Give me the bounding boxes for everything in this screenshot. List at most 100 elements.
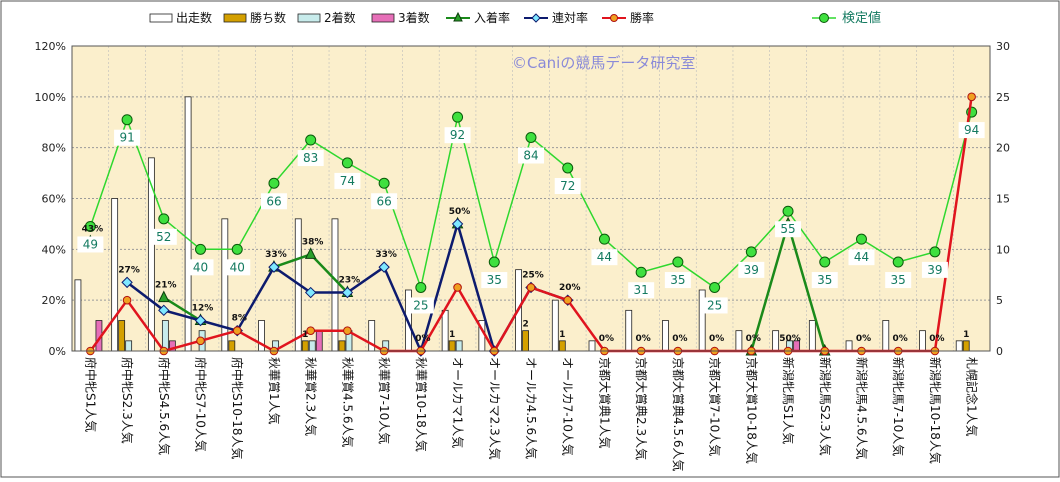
category-label: 新潟牝馬S1人気 (781, 357, 796, 444)
score-label: 55 (780, 222, 795, 236)
legend: 出走数 勝ち数 2着数 3着数 入着率 連対率 勝率 検定値 (149, 10, 881, 26)
bar-出走数 (845, 340, 853, 352)
score-label-bg (701, 297, 728, 314)
left-tick-label: 120% (35, 40, 66, 53)
score-point (635, 266, 647, 278)
score-point (892, 256, 904, 268)
score-label-bg (518, 147, 544, 164)
rate-label: 0% (672, 334, 687, 344)
score-label: 83 (303, 151, 318, 165)
point-勝率 (343, 326, 352, 335)
score-point (709, 281, 721, 293)
score-label-bg (371, 193, 398, 210)
rate-label: 8% (232, 314, 247, 324)
legend-label: 2着数 (324, 10, 356, 25)
legend-swatch (149, 13, 173, 23)
score-label-bg (260, 193, 287, 210)
bar-出走数 (625, 309, 633, 352)
score-label-bg (591, 249, 618, 266)
score-label: 74 (340, 174, 355, 188)
score-label: 35 (817, 273, 832, 287)
score-label: 49 (83, 237, 98, 251)
legend-label: 3着数 (398, 10, 430, 25)
score-label: 35 (487, 273, 502, 287)
score-label-bg (114, 129, 141, 146)
category-label: オールカマ2.3人気 (487, 357, 502, 460)
score-point (84, 220, 96, 232)
score-label-bg (150, 228, 177, 245)
point-連対率 (268, 261, 280, 273)
bar-勝ち数 (558, 340, 566, 352)
score-label: 92 (450, 128, 465, 142)
score-point (855, 233, 867, 245)
score-point (745, 246, 757, 258)
bar-count-label: 1 (302, 330, 308, 340)
score-label-bg (444, 127, 471, 144)
score-label-bg (628, 282, 655, 299)
category-label: 秋華賞7-10人気 (377, 357, 392, 444)
bar-出走数 (808, 320, 816, 352)
score-point (415, 281, 427, 293)
right-tick-label: 5 (996, 294, 1003, 307)
score-label: 40 (230, 260, 245, 274)
legend-label: 勝ち数 (250, 10, 286, 25)
score-label-bg (811, 272, 838, 289)
category-label: 新潟牝馬S2.3人気 (818, 357, 833, 456)
category-label: 府中牝S10-18人気 (230, 357, 245, 460)
category-label: 京都大賞典2.3人気 (634, 357, 649, 460)
point-入着率 (304, 247, 317, 259)
bar-2着数 (308, 340, 316, 352)
legend-label: 検定値 (842, 10, 881, 26)
score-point (268, 177, 280, 189)
bar-出走数 (955, 340, 963, 352)
legend-item-score: 検定値 (812, 10, 881, 26)
score-point (672, 256, 684, 268)
right-tick-label: 10 (996, 243, 1010, 256)
bar-2着数 (455, 340, 463, 352)
score-point (378, 177, 390, 189)
bar-出走数 (111, 198, 119, 352)
score-label-bg (554, 178, 581, 194)
legend-label: 勝率 (630, 10, 654, 25)
bar-出走数 (74, 279, 82, 352)
rate-label: 0% (893, 334, 908, 344)
category-label: 秋華賞4.5.6人気 (340, 357, 355, 448)
right-tick-label: 15 (996, 193, 1010, 206)
bar-出走数 (441, 309, 449, 352)
score-label: 94 (964, 123, 979, 137)
score-point (929, 246, 941, 258)
grid (72, 45, 990, 352)
point-入着率 (157, 290, 170, 303)
score-label: 39 (744, 263, 759, 277)
score-label: 39 (927, 263, 942, 277)
rate-label: 21% (155, 281, 177, 291)
rate-label: 0% (636, 334, 651, 344)
rate-label: 50% (449, 207, 471, 217)
left-tick-label: 40% (42, 243, 66, 256)
legend-swatch (297, 13, 321, 23)
score-label-bg (848, 249, 875, 266)
data-labels: 1 1 2 1 1 49 91 52 40 40 66 83 74 66 25 92 35 84 72 44 31 35 2… (77, 122, 985, 344)
bar-count-label: 1 (963, 330, 969, 340)
score-label-bg (885, 272, 912, 289)
legend-marker (531, 13, 541, 23)
rate-label: 0% (709, 334, 724, 344)
bar-出走数 (919, 330, 926, 352)
legend-label: 出走数 (176, 10, 212, 25)
watermark: ©Caniの競馬データ研究室 (512, 54, 695, 72)
bar-count-label: 2 (522, 320, 528, 330)
score-label-bg (187, 259, 214, 276)
score-label: 84 (523, 149, 538, 163)
legend-item: 勝ち数 (223, 10, 286, 25)
legend-label: 連対率 (552, 10, 588, 25)
score-label-bg (958, 122, 985, 139)
入着率-line (163, 296, 202, 322)
score-point (488, 256, 500, 268)
rate-label: 12% (192, 304, 214, 314)
legend-item: 出走数 (149, 10, 212, 25)
point-連対率 (341, 286, 354, 299)
score-point (231, 243, 243, 255)
right-tick-label: 0 (996, 345, 1003, 358)
category-label: オールカ4.5.6人気 (524, 357, 539, 459)
score-label: 40 (193, 260, 208, 274)
